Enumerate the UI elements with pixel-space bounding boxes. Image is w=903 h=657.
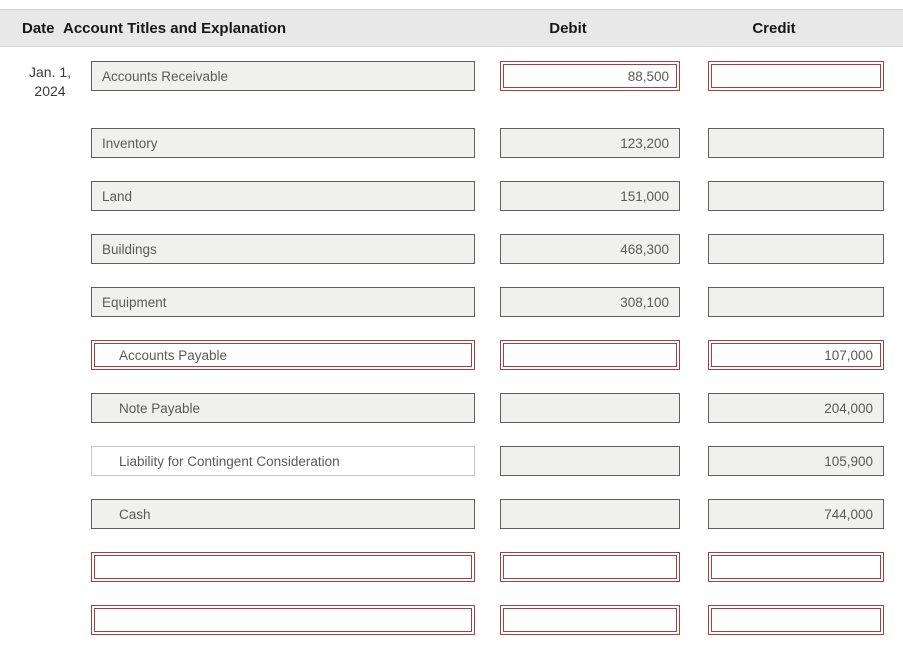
account-input[interactable] (91, 552, 475, 582)
account-input[interactable]: Accounts Receivable (91, 61, 475, 91)
credit-input[interactable]: 204,000 (708, 393, 884, 423)
credit-input[interactable] (708, 287, 884, 317)
debit-input[interactable]: 123,200 (500, 128, 680, 158)
credit-input[interactable] (708, 552, 884, 582)
journal-row: Equipment 308,100 (0, 287, 903, 317)
debit-input[interactable] (500, 552, 680, 582)
credit-input[interactable]: 107,000 (708, 340, 884, 370)
debit-input[interactable] (500, 340, 680, 370)
account-input[interactable]: Note Payable (91, 393, 475, 423)
account-input[interactable]: Buildings (91, 234, 475, 264)
table-header: Date Account Titles and Explanation Debi… (0, 9, 903, 47)
header-debit: Debit (549, 19, 587, 37)
account-input[interactable] (91, 605, 475, 635)
debit-input[interactable] (500, 393, 680, 423)
journal-row: Buildings 468,300 (0, 234, 903, 264)
journal-row: Cash 744,000 (0, 499, 903, 529)
header-credit: Credit (752, 19, 796, 37)
account-input[interactable]: Cash (91, 499, 475, 529)
account-input[interactable]: Liability for Contingent Consideration (91, 446, 475, 476)
account-input[interactable]: Inventory (91, 128, 475, 158)
credit-input[interactable] (708, 605, 884, 635)
journal-row: Inventory 123,200 (0, 128, 903, 158)
credit-input[interactable]: 744,000 (708, 499, 884, 529)
journal-row: Liability for Contingent Consideration 1… (0, 446, 903, 476)
debit-input[interactable]: 151,000 (500, 181, 680, 211)
debit-input[interactable]: 308,100 (500, 287, 680, 317)
account-input[interactable]: Accounts Payable (91, 340, 475, 370)
journal-row: Accounts Payable 107,000 (0, 340, 903, 370)
journal-entry-table: Date Account Titles and Explanation Debi… (0, 9, 903, 635)
journal-rows: Jan. 1, 2024 Accounts Receivable 88,500 … (0, 47, 903, 635)
debit-input[interactable] (500, 499, 680, 529)
journal-row: Jan. 1, 2024 Accounts Receivable 88,500 (0, 61, 903, 101)
credit-input[interactable] (708, 128, 884, 158)
credit-input[interactable]: 105,900 (708, 446, 884, 476)
journal-row (0, 605, 903, 635)
debit-input[interactable] (500, 605, 680, 635)
debit-input[interactable]: 88,500 (500, 61, 680, 91)
header-account: Account Titles and Explanation (63, 19, 287, 37)
journal-row: Land 151,000 (0, 181, 903, 211)
journal-row (0, 552, 903, 582)
credit-input[interactable] (708, 61, 884, 91)
debit-input[interactable] (500, 446, 680, 476)
entry-date: Jan. 1, 2024 (24, 63, 76, 101)
entry-date-line1: Jan. 1, (28, 64, 72, 80)
account-input[interactable]: Equipment (91, 287, 475, 317)
header-date: Date (22, 19, 55, 37)
date-cell: Jan. 1, 2024 (0, 61, 91, 101)
credit-input[interactable] (708, 234, 884, 264)
credit-input[interactable] (708, 181, 884, 211)
debit-input[interactable]: 468,300 (500, 234, 680, 264)
entry-date-line2: 2024 (34, 83, 66, 99)
account-input[interactable]: Land (91, 181, 475, 211)
journal-row: Note Payable 204,000 (0, 393, 903, 423)
